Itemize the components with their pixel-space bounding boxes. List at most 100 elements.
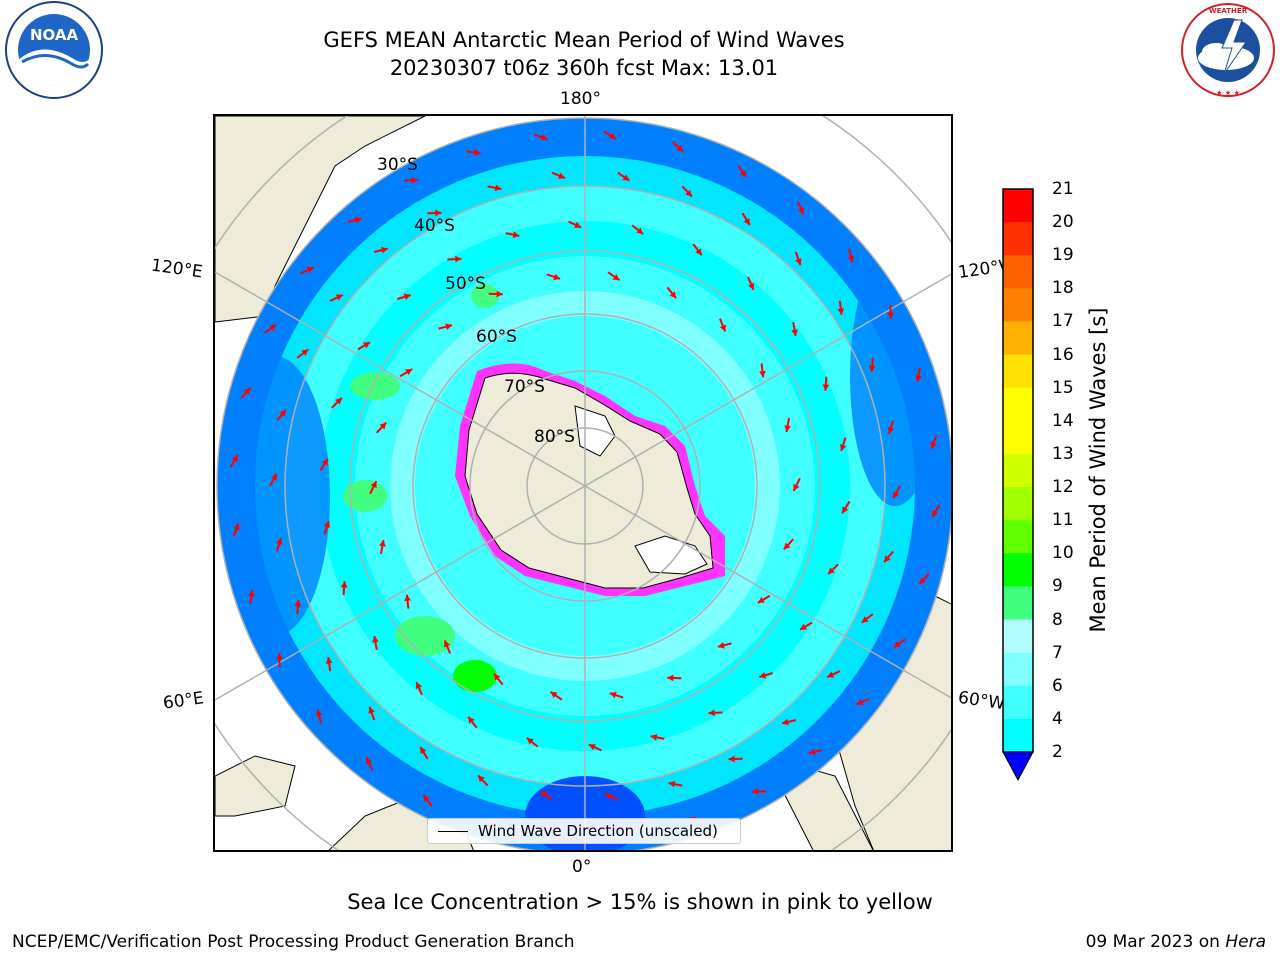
wave-direction-arrow	[422, 794, 433, 807]
wave-direction-arrow	[617, 171, 631, 182]
wave-direction-arrow	[681, 185, 693, 198]
wave-direction-arrow	[887, 420, 895, 435]
wave-direction-arrow	[822, 376, 830, 391]
wave-direction-arrow	[759, 363, 766, 378]
colorbar-tick-label: 2	[1052, 742, 1063, 762]
wave-direction-arrow	[373, 246, 389, 254]
wave-direction-arrow	[603, 130, 617, 140]
wave-direction-arrow	[427, 209, 442, 217]
colorbar-segment	[1003, 718, 1033, 753]
lat-label-40s: 40°S	[414, 216, 455, 236]
antarctica	[455, 363, 725, 596]
wave-direction-arrow	[791, 321, 798, 337]
wave-direction-arrow	[269, 473, 278, 487]
wave-direction-arrow	[868, 357, 876, 372]
wave-direction-arrow	[650, 734, 665, 741]
nws-logo: WEATHER ★ ★ ★	[1181, 3, 1275, 97]
wave-direction-arrow	[229, 454, 239, 468]
wave-direction-arrow	[340, 581, 348, 596]
wave-direction-arrow	[487, 184, 502, 192]
wave-direction-arrow	[588, 743, 602, 752]
wave-direction-arrow	[368, 706, 376, 721]
wave-direction-arrow	[447, 255, 462, 263]
wave-direction-arrow	[607, 271, 621, 282]
wind-wave-arrows	[229, 130, 941, 842]
wave-direction-arrow	[466, 149, 481, 156]
wave-direction-arrow	[375, 421, 387, 434]
wave-direction-arrow	[741, 212, 751, 226]
wave-direction-arrow	[808, 748, 823, 756]
colorbar-tick-label: 19	[1052, 245, 1074, 266]
colorbar-tick-label: 17	[1052, 311, 1074, 332]
wave-direction-arrow	[847, 248, 855, 263]
footer-date-text: 09 Mar 2023 on	[1085, 932, 1226, 952]
sea-ice-caption: Sea Ice Concentration > 15% is shown in …	[347, 890, 933, 914]
wave-direction-arrow	[568, 220, 582, 229]
legend-line-swatch	[438, 831, 468, 832]
wave-direction-arrow	[467, 716, 478, 729]
wave-direction-arrow	[672, 141, 684, 153]
wave-direction-arrow	[666, 286, 677, 299]
colorbar-segment	[1003, 685, 1033, 720]
wave-direction-arrow	[347, 216, 362, 224]
wave-direction-arrow	[668, 780, 683, 788]
wave-direction-arrow	[477, 774, 489, 787]
wave-direction-arrow	[526, 737, 539, 748]
noaa-logo-text: NOAA	[30, 26, 79, 44]
lat-label-30s: 30°S	[377, 155, 418, 175]
wave-direction-arrow	[752, 788, 767, 795]
wave-direction-arrow	[728, 755, 743, 763]
wave-direction-arrow	[325, 657, 333, 672]
colorbar-tick-label: 10	[1052, 543, 1074, 564]
colorbar-tick-label: 13	[1052, 443, 1074, 464]
lat-label-70s: 70°S	[504, 377, 545, 397]
wave-direction-arrow	[784, 417, 791, 433]
wave-direction-arrow	[443, 640, 452, 654]
lon-label-60e: 60°E	[161, 688, 206, 714]
colorbar-tick-label: 15	[1052, 377, 1074, 398]
colorbar-segment	[1003, 553, 1033, 587]
wave-direction-arrow	[396, 293, 411, 300]
wave-direction-arrow	[365, 757, 374, 771]
wave-direction-arrow	[323, 520, 331, 535]
wave-direction-arrow	[931, 504, 941, 518]
colorbar-tick-label: 11	[1052, 510, 1074, 531]
wave-direction-arrow	[783, 538, 795, 551]
colorbar-tick-label: 14	[1052, 410, 1074, 431]
wave-direction-arrow	[861, 613, 874, 624]
colorbar-under-triangle	[1002, 751, 1034, 782]
colorbar-segment	[1003, 652, 1033, 687]
map-panel: 30°S 40°S 50°S 60°S 70°S 80°S	[213, 114, 953, 852]
wave-direction-arrow	[794, 251, 802, 266]
wave-direction-arrow	[856, 697, 870, 706]
wave-direction-arrow	[404, 594, 411, 609]
colorbar-tick-label: 16	[1052, 344, 1074, 365]
wave-direction-arrow	[915, 367, 922, 382]
colorbar-segment	[1003, 487, 1033, 521]
wave-direction-arrow	[331, 397, 343, 409]
wave-direction-arrow	[419, 746, 429, 760]
wave-direction-arrow	[887, 304, 894, 319]
wave-direction-arrow	[826, 670, 841, 679]
wave-direction-arrow	[539, 790, 553, 801]
wave-direction-arrow	[275, 537, 283, 552]
colorbar-segment	[1003, 354, 1033, 389]
map-title: GEFS MEAN Antarctic Mean Period of Wind …	[323, 28, 845, 52]
footer-credit: NCEP/EMC/Verification Post Processing Pr…	[12, 932, 575, 952]
wave-direction-arrow	[329, 293, 344, 302]
wave-direction-arrow	[240, 387, 252, 399]
wave-direction-arrow	[893, 638, 906, 649]
footer-date: 09 Mar 2023 on Hera	[1086, 932, 1266, 952]
wave-direction-arrow	[781, 718, 797, 726]
colorbar-tick-label: 12	[1052, 477, 1074, 498]
wave-direction-arrow	[546, 273, 561, 281]
wave-direction-arrow	[609, 691, 624, 699]
colorbar-segment	[1003, 255, 1033, 289]
lat-label-60s: 60°S	[476, 327, 517, 347]
lon-label-180: 180°	[560, 89, 601, 109]
wave-direction-arrow	[300, 266, 314, 275]
colorbar-label: Mean Period of Wind Waves [s]	[1086, 307, 1110, 633]
wave-direction-arrow	[799, 621, 813, 631]
colorbar-tick-label: 6	[1052, 675, 1063, 696]
wave-direction-arrow	[264, 323, 277, 334]
